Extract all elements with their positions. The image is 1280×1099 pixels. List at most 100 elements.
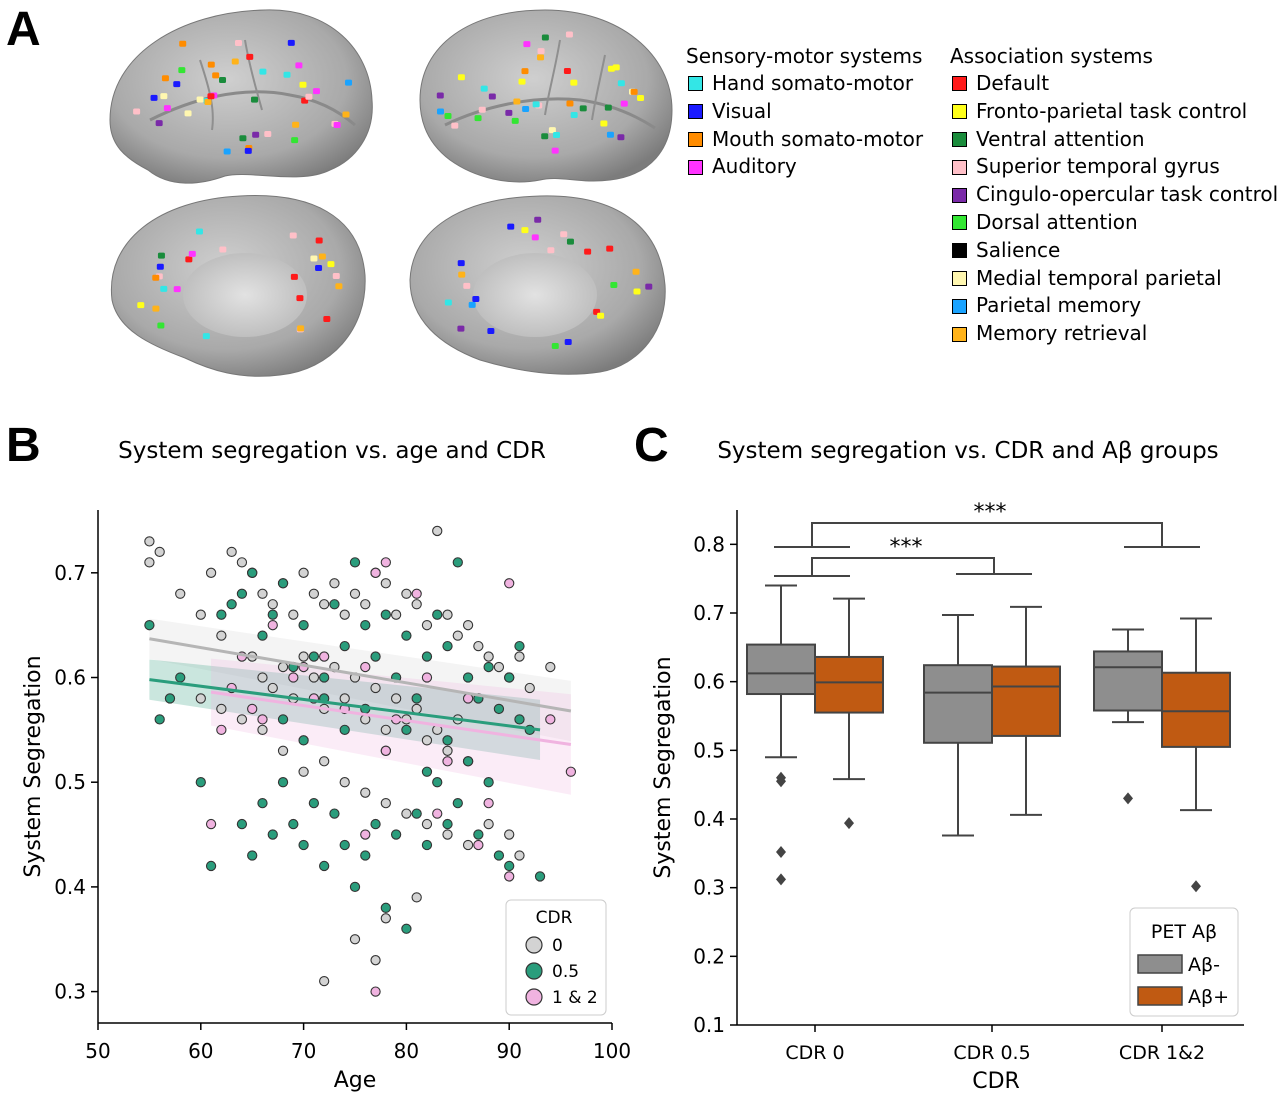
legend-label: Salience	[976, 237, 1061, 262]
legend-swatch	[688, 76, 703, 92]
network-spot	[251, 96, 259, 103]
scatter-point	[483, 818, 494, 830]
panel-label-c: C	[634, 419, 669, 472]
scatter-point	[462, 839, 474, 851]
scatter-point	[195, 609, 206, 620]
network-spot	[219, 246, 227, 253]
scatter-point	[175, 588, 186, 599]
scatter-point	[442, 829, 453, 840]
network-spot	[584, 248, 592, 255]
network-spot	[551, 147, 559, 154]
panel-label-a: A	[6, 3, 41, 56]
network-spot	[160, 93, 168, 100]
scatter-point	[504, 860, 515, 872]
scatter-point	[257, 672, 268, 683]
scatter-point	[565, 766, 577, 777]
scatter-point	[462, 756, 474, 767]
brain-network-spots	[133, 31, 653, 350]
scatter-point	[360, 829, 371, 840]
network-spot	[289, 232, 297, 239]
scatter-chart: System segregation vs. age and CDR 50 60 70…	[21, 438, 631, 1093]
legend-marker	[525, 962, 543, 980]
scatter-point	[298, 766, 309, 777]
scatter-point	[534, 871, 546, 882]
network-spot	[637, 94, 645, 101]
scatter-point	[380, 724, 391, 736]
network-spot	[290, 273, 298, 280]
association-legend-item: Ventral attention	[950, 126, 1278, 154]
scatter-point	[370, 955, 381, 966]
legend-label: Visual	[712, 98, 772, 123]
scatter-point	[462, 620, 474, 631]
network-spot	[564, 338, 572, 345]
outlier	[1123, 792, 1133, 805]
scatter-point	[308, 651, 320, 662]
scatter-point	[339, 724, 350, 736]
scatter-point	[432, 525, 443, 537]
network-spot	[436, 108, 444, 115]
y-tick-label: 0.1	[693, 1013, 725, 1037]
legend-swatch	[952, 270, 967, 286]
network-spot	[444, 299, 452, 306]
scatter-point	[236, 557, 248, 568]
legend-label: Default	[976, 71, 1050, 95]
network-spot	[597, 312, 605, 319]
legend-label: Mouth somato-motor	[712, 126, 924, 151]
legend-marker	[525, 988, 543, 1006]
network-spot	[570, 79, 578, 86]
network-spot	[195, 228, 203, 235]
network-spot	[532, 101, 540, 108]
scatter-point	[452, 557, 463, 568]
x-tick-label: CDR 1&2	[1119, 1042, 1205, 1064]
x-tick-label: 80	[394, 1039, 419, 1063]
scatter-point	[545, 661, 556, 673]
scatter-point	[380, 913, 391, 924]
network-spot	[630, 88, 638, 95]
scatter-point	[380, 578, 391, 589]
network-spot	[507, 223, 515, 230]
scatter-point	[504, 871, 515, 882]
scatter-point	[319, 651, 330, 662]
scatter-point	[370, 818, 381, 830]
network-spot	[620, 100, 628, 107]
scatter-point	[545, 714, 556, 725]
scatter-point	[380, 797, 391, 809]
scatter-point	[401, 724, 412, 736]
network-spot	[133, 108, 141, 115]
y-tick-label: 0.7	[693, 601, 725, 625]
scatter-point	[329, 599, 340, 610]
confidence-band	[211, 658, 571, 795]
scatter-point	[514, 640, 525, 652]
scatter-point	[175, 672, 186, 683]
scatter-point	[319, 860, 330, 872]
scatter-point	[277, 578, 289, 589]
network-spot	[184, 110, 192, 117]
scatter-point	[298, 620, 309, 631]
network-spot	[600, 120, 608, 127]
significance-label: ***	[974, 500, 1007, 525]
legend-label: Ventral attention	[976, 126, 1145, 151]
network-spot	[323, 316, 331, 323]
network-spot	[617, 134, 625, 141]
scatter-point	[390, 693, 402, 704]
legend-label: Cingulo-opercular task control	[976, 182, 1279, 207]
scatter-point	[380, 557, 391, 568]
scatter-point	[216, 609, 227, 620]
scatter-point	[401, 808, 412, 819]
scatter-point	[411, 599, 422, 610]
network-spot	[234, 39, 242, 46]
network-spot	[541, 34, 549, 41]
network-spot	[633, 288, 641, 295]
scatter-point	[370, 567, 381, 578]
network-spot	[610, 282, 618, 289]
x-tick-label: CDR 0	[785, 1042, 844, 1064]
y-tick-label: 0.6	[693, 670, 725, 694]
scatter-point	[205, 818, 217, 830]
scatter-point	[442, 609, 453, 620]
network-spot	[458, 271, 466, 278]
association-legend-item: Medial temporal parietal	[950, 265, 1278, 293]
box-body	[814, 655, 884, 714]
network-spot	[468, 301, 476, 308]
scatter-point	[257, 714, 268, 725]
network-spot	[551, 343, 559, 350]
